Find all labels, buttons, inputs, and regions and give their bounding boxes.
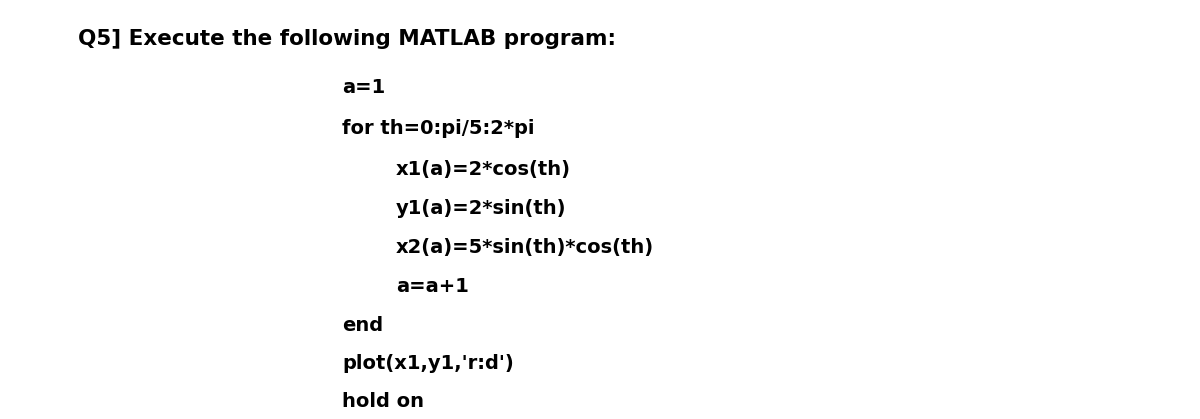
Text: hold on: hold on [342,392,424,411]
Text: x2(a)=5*sin(th)*cos(th): x2(a)=5*sin(th)*cos(th) [396,238,654,257]
Text: y1(a)=2*sin(th): y1(a)=2*sin(th) [396,199,566,218]
Text: Q5] Execute the following MATLAB program:: Q5] Execute the following MATLAB program… [78,29,616,49]
Text: plot(x1,y1,'r:d'): plot(x1,y1,'r:d') [342,354,514,373]
Text: end: end [342,316,383,335]
Text: for th=0:pi/5:2*pi: for th=0:pi/5:2*pi [342,119,534,138]
Text: a=1: a=1 [342,78,385,96]
Text: a=a+1: a=a+1 [396,277,469,296]
Text: x1(a)=2*cos(th): x1(a)=2*cos(th) [396,160,571,179]
